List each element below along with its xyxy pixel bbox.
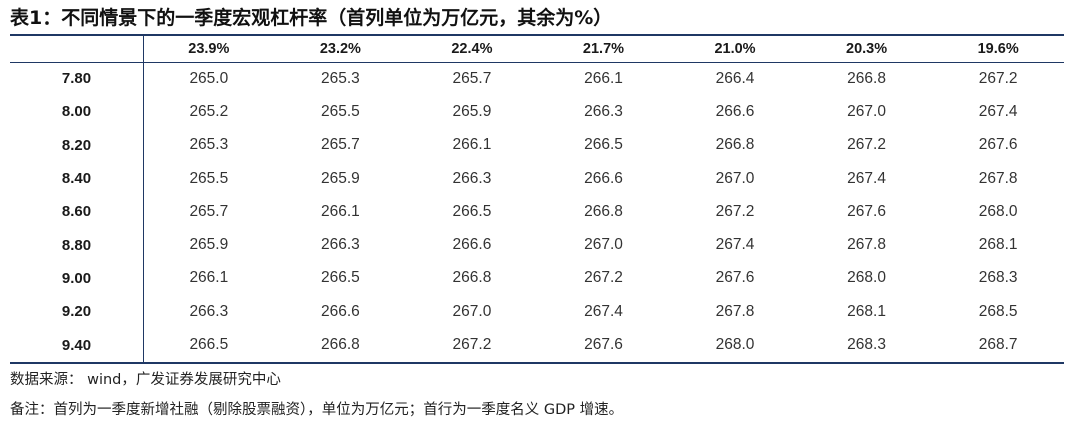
table-header-rule — [10, 62, 1064, 63]
table-cell: 267.4 — [847, 169, 886, 187]
row-header: 8.60 — [61, 203, 92, 221]
table-cell: 266.1 — [452, 136, 492, 154]
source-note: 数据来源： wind，广发证券发展研究中心 — [10, 372, 281, 388]
table-cell: 267.2 — [584, 269, 623, 287]
table-cell: 267.2 — [452, 336, 492, 354]
table-cell: 267.0 — [847, 102, 886, 120]
table-top-rule — [10, 34, 1064, 36]
table-row: 7.80 265.0 265.3 265.7 266.1 266.4 266.8… — [10, 62, 1064, 95]
table-cell: 265.7 — [452, 69, 492, 87]
row-header: 7.80 — [61, 70, 92, 88]
table-cell: 267.8 — [715, 302, 755, 320]
table-cell: 266.6 — [320, 302, 360, 320]
table-cell: 267.6 — [847, 202, 886, 220]
table-row: 8.20 265.3 265.7 266.1 266.5 266.8 267.2… — [10, 129, 1064, 162]
column-header: 23.9% — [188, 41, 230, 57]
table-row: 9.20 266.3 266.6 267.0 267.4 267.8 268.1… — [10, 295, 1064, 328]
table-cell: 267.8 — [978, 169, 1018, 187]
table-cell: 266.8 — [715, 136, 755, 154]
table-cell: 265.7 — [189, 202, 229, 220]
table-cell: 268.3 — [978, 269, 1018, 287]
leverage-scenario-table: 23.9% 23.2% 22.4% 21.7% 21.0% 20.3% 19.6… — [10, 36, 1064, 362]
table-cell: 267.4 — [584, 302, 623, 320]
table-cell: 265.9 — [452, 102, 492, 120]
table-cell: 267.4 — [978, 102, 1018, 120]
table-cell: 265.0 — [189, 69, 229, 87]
table-cell: 268.0 — [715, 336, 755, 354]
table-cell: 266.1 — [189, 269, 229, 287]
table-cell: 266.5 — [452, 202, 492, 220]
table-cell: 265.7 — [320, 136, 360, 154]
table-row: 8.00 265.2 265.5 265.9 266.3 266.6 267.0… — [10, 95, 1064, 128]
column-header: 22.4% — [451, 41, 493, 57]
table-cell: 265.3 — [320, 69, 360, 87]
table-cell: 266.5 — [584, 136, 623, 154]
row-header: 9.00 — [61, 269, 92, 287]
header-corner-cell — [10, 36, 143, 62]
table-cell: 267.6 — [715, 269, 755, 287]
table-cell: 265.9 — [189, 236, 229, 254]
table-row: 9.40 266.5 266.8 267.2 267.6 268.0 268.3… — [10, 328, 1064, 361]
row-header: 9.40 — [61, 336, 92, 354]
table-cell: 268.1 — [847, 302, 886, 320]
table-row: 8.60 265.7 266.1 266.5 266.8 267.2 267.6… — [10, 195, 1064, 228]
table-cell: 267.6 — [978, 136, 1018, 154]
table-cell: 266.6 — [715, 102, 755, 120]
table-cell: 267.2 — [978, 69, 1018, 87]
table-first-column-divider — [143, 36, 144, 362]
table-cell: 267.4 — [715, 236, 755, 254]
column-header: 19.6% — [977, 41, 1019, 57]
table-cell: 266.1 — [584, 69, 623, 87]
table-cell: 267.6 — [584, 336, 623, 354]
table-row: 8.40 265.5 265.9 266.3 266.6 267.0 267.4… — [10, 162, 1064, 195]
table-cell: 266.6 — [584, 169, 623, 187]
table-cell: 267.0 — [715, 169, 755, 187]
table-cell: 268.5 — [978, 302, 1018, 320]
table-cell: 266.5 — [320, 269, 360, 287]
row-header: 8.80 — [61, 236, 92, 254]
table-cell: 266.3 — [584, 102, 623, 120]
table-header-row: 23.9% 23.2% 22.4% 21.7% 21.0% 20.3% 19.6… — [10, 36, 1064, 62]
row-header: 8.00 — [61, 103, 92, 121]
table-cell: 266.8 — [584, 202, 623, 220]
table-cell: 268.7 — [978, 336, 1018, 354]
table-cell: 265.5 — [189, 169, 229, 187]
remark-note: 备注：首列为一季度新增社融（剔除股票融资），单位为万亿元；首行为一季度名义 GD… — [10, 402, 624, 418]
table-row: 9.00 266.1 266.5 266.8 267.2 267.6 268.0… — [10, 262, 1064, 295]
table-cell: 267.0 — [452, 302, 492, 320]
column-header: 20.3% — [846, 41, 888, 57]
table-cell: 268.0 — [978, 202, 1018, 220]
column-header: 21.0% — [714, 41, 756, 57]
table-cell: 265.2 — [189, 102, 229, 120]
table-cell: 267.2 — [715, 202, 755, 220]
table-cell: 266.3 — [320, 236, 360, 254]
table-cell: 266.8 — [452, 269, 492, 287]
table-title: 表1：不同情景下的一季度宏观杠杆率（首列单位为万亿元，其余为%） — [10, 7, 613, 29]
table-row: 8.80 265.9 266.3 266.6 267.0 267.4 267.8… — [10, 228, 1064, 261]
table-cell: 267.8 — [847, 236, 886, 254]
column-header: 23.2% — [319, 41, 361, 57]
table-cell: 265.5 — [320, 102, 360, 120]
table-cell: 267.0 — [584, 236, 623, 254]
table-cell: 266.6 — [452, 236, 492, 254]
table-cell: 268.3 — [847, 336, 886, 354]
table-cell: 268.0 — [847, 269, 886, 287]
table-cell: 266.1 — [320, 202, 360, 220]
table-cell: 268.1 — [978, 236, 1018, 254]
table-cell: 265.9 — [320, 169, 360, 187]
table-cell: 267.2 — [847, 136, 886, 154]
table-cell: 266.5 — [189, 336, 229, 354]
row-header: 9.20 — [61, 303, 92, 321]
table-cell: 266.3 — [189, 302, 229, 320]
table-cell: 266.4 — [715, 69, 755, 87]
table-cell: 266.3 — [452, 169, 492, 187]
table-cell: 266.8 — [847, 69, 886, 87]
row-header: 8.20 — [61, 136, 92, 154]
column-header: 21.7% — [582, 41, 625, 57]
table-bottom-rule — [10, 362, 1064, 364]
table-cell: 265.3 — [189, 136, 229, 154]
table-cell: 266.8 — [320, 336, 360, 354]
row-header: 8.40 — [61, 170, 92, 188]
